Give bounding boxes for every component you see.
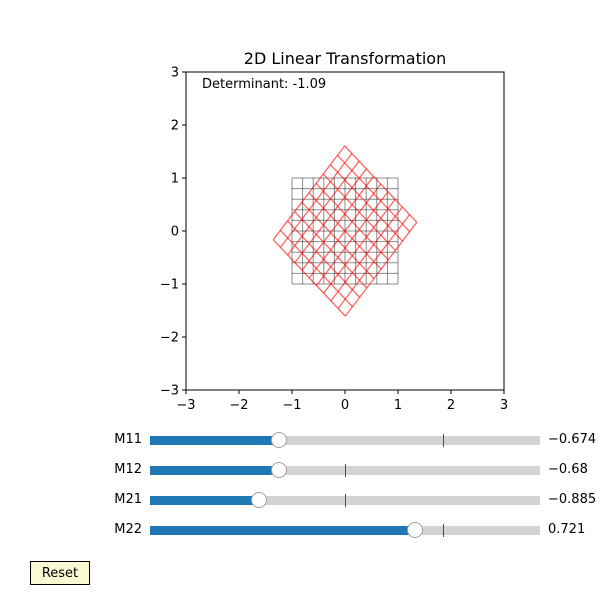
y-tick-label: −2 xyxy=(160,331,179,346)
slider-m21[interactable]: M21 −0.885 xyxy=(0,490,600,510)
x-tick-label: −3 xyxy=(176,398,195,413)
transformed-grid-line xyxy=(287,220,361,298)
slider-value: −0.885 xyxy=(548,492,597,507)
transformed-grid-line xyxy=(287,160,360,256)
slider-label: M12 xyxy=(114,462,142,477)
transformed-grid-line xyxy=(279,153,353,248)
y-tick-label: 0 xyxy=(171,225,179,240)
determinant-annotation: Determinant: -1.09 xyxy=(202,77,326,92)
slider-label: M22 xyxy=(114,522,142,537)
slider-track[interactable] xyxy=(150,522,540,538)
initial-value-marker xyxy=(442,524,444,537)
slider-fill xyxy=(150,496,259,505)
slider-label: M21 xyxy=(114,492,142,507)
transformed-grid-line xyxy=(301,201,375,280)
slider-m12[interactable]: M12 −0.68 xyxy=(0,460,600,480)
transformed-grid-line xyxy=(294,168,367,264)
transformed-grid-line xyxy=(272,145,346,241)
slider-handle[interactable] xyxy=(407,522,424,538)
transformation-plot: 2D Linear Transformation −3 −2 −1 0 1 2 3−3−2−… xyxy=(160,49,508,414)
slider-m22[interactable]: M22 0.721 xyxy=(0,520,600,540)
slider-fill xyxy=(150,436,280,445)
initial-value-marker xyxy=(345,494,346,507)
slider-track[interactable] xyxy=(150,492,540,508)
slider-track[interactable] xyxy=(150,432,540,448)
initial-value-marker xyxy=(442,434,444,447)
transformed-grid-line xyxy=(294,211,368,289)
slider-fill xyxy=(150,466,279,475)
plot-title: 2D Linear Transformation xyxy=(244,49,446,68)
y-tick-label: 2 xyxy=(171,119,179,134)
y-tick-label: −3 xyxy=(160,384,179,399)
slider-track[interactable] xyxy=(150,462,540,478)
slider-label: M11 xyxy=(114,432,142,447)
y-tick-label: 1 xyxy=(171,172,179,187)
slider-handle[interactable] xyxy=(250,492,267,508)
transformed-grid-line xyxy=(279,229,353,308)
reset-button[interactable]: Reset xyxy=(30,561,90,585)
x-tick-label: 0 xyxy=(341,398,349,413)
slider-value: −0.68 xyxy=(548,462,588,477)
slider-m11[interactable]: M11 −0.674 xyxy=(0,430,600,450)
transformed-grid-line xyxy=(272,239,346,317)
slider-handle[interactable] xyxy=(271,432,288,448)
transformed-grid-line xyxy=(301,176,375,271)
x-tick-label: 1 xyxy=(394,398,402,413)
y-tick-label: −1 xyxy=(160,278,179,293)
transformed-grid-line xyxy=(308,183,382,279)
slider-value: 0.721 xyxy=(548,522,586,537)
y-tick-label: 3 xyxy=(171,66,179,81)
axis-ticks: −3 −2 −1 0 1 2 3 −3 −2 −1 0 1 2 3 xyxy=(160,66,508,414)
x-tick-label: 2 xyxy=(447,398,455,413)
x-tick-label: −1 xyxy=(282,398,301,413)
initial-value-marker xyxy=(345,464,346,477)
slider-fill xyxy=(150,526,416,535)
grid-layer xyxy=(272,145,418,317)
x-tick-label: −2 xyxy=(229,398,248,413)
slider-value: −0.674 xyxy=(548,432,597,447)
x-tick-label: 3 xyxy=(500,398,508,413)
slider-handle[interactable] xyxy=(270,462,287,478)
